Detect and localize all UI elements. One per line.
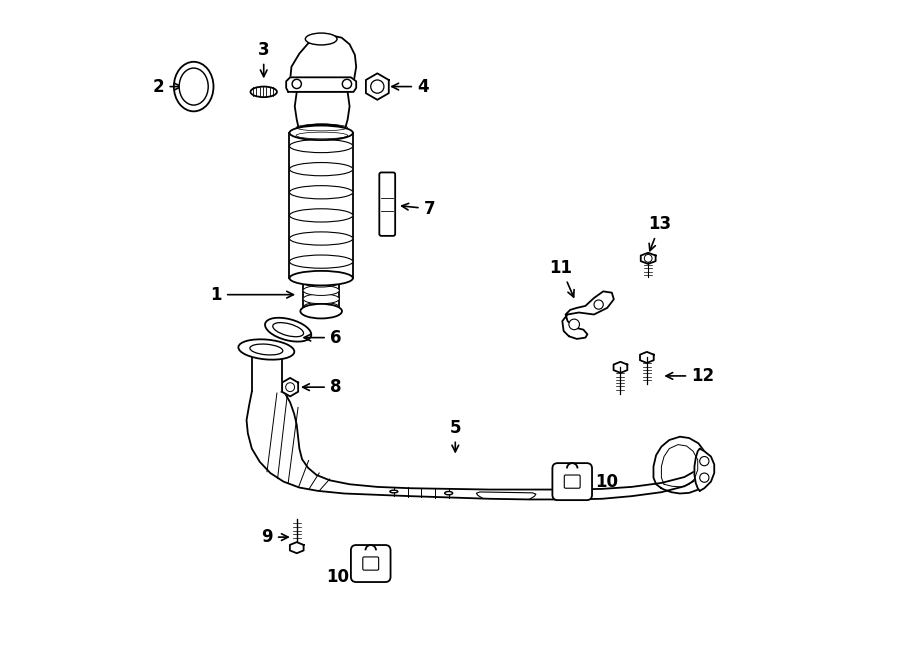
Polygon shape: [614, 362, 627, 373]
Polygon shape: [562, 291, 614, 339]
Circle shape: [699, 473, 709, 483]
Polygon shape: [247, 392, 699, 499]
Polygon shape: [290, 542, 303, 553]
Polygon shape: [252, 352, 282, 392]
Ellipse shape: [290, 126, 353, 140]
Circle shape: [292, 79, 302, 89]
Circle shape: [569, 319, 580, 330]
Text: 6: 6: [304, 328, 341, 347]
Text: 10: 10: [580, 473, 618, 491]
Circle shape: [342, 79, 352, 89]
FancyBboxPatch shape: [564, 475, 580, 489]
Ellipse shape: [250, 344, 283, 355]
Ellipse shape: [273, 322, 303, 337]
Ellipse shape: [290, 185, 353, 199]
Text: 8: 8: [302, 378, 341, 396]
Polygon shape: [290, 133, 353, 278]
Polygon shape: [282, 378, 298, 397]
Ellipse shape: [179, 68, 208, 105]
Ellipse shape: [290, 163, 353, 175]
Polygon shape: [653, 437, 707, 493]
Ellipse shape: [305, 33, 337, 45]
Ellipse shape: [445, 491, 453, 495]
FancyBboxPatch shape: [351, 545, 391, 582]
Text: 4: 4: [392, 77, 428, 95]
Ellipse shape: [265, 318, 311, 342]
Text: 2: 2: [153, 77, 181, 95]
Ellipse shape: [303, 285, 339, 295]
Text: 5: 5: [449, 418, 461, 452]
Circle shape: [285, 383, 294, 392]
Polygon shape: [303, 278, 339, 311]
Circle shape: [371, 80, 384, 93]
Text: 3: 3: [258, 41, 269, 77]
Ellipse shape: [295, 124, 348, 139]
Text: 12: 12: [666, 367, 715, 385]
Polygon shape: [641, 253, 655, 264]
Text: 7: 7: [401, 200, 436, 218]
Text: 13: 13: [649, 215, 671, 251]
Ellipse shape: [290, 232, 353, 245]
Circle shape: [644, 254, 652, 262]
Ellipse shape: [250, 87, 277, 97]
Text: 1: 1: [211, 286, 293, 304]
FancyBboxPatch shape: [363, 557, 379, 570]
Ellipse shape: [301, 304, 342, 318]
Polygon shape: [695, 449, 715, 491]
Polygon shape: [366, 73, 389, 100]
FancyBboxPatch shape: [379, 173, 395, 236]
Polygon shape: [286, 77, 356, 92]
Ellipse shape: [290, 255, 353, 268]
Ellipse shape: [390, 490, 398, 493]
Circle shape: [594, 300, 603, 309]
Text: 9: 9: [261, 528, 288, 546]
Text: 10: 10: [327, 561, 362, 586]
Ellipse shape: [290, 209, 353, 222]
Ellipse shape: [290, 140, 353, 153]
Polygon shape: [640, 352, 653, 363]
Ellipse shape: [303, 303, 339, 312]
Ellipse shape: [290, 271, 353, 285]
Polygon shape: [290, 35, 356, 92]
Text: 11: 11: [550, 259, 574, 297]
FancyBboxPatch shape: [553, 463, 592, 500]
Ellipse shape: [174, 62, 213, 111]
Ellipse shape: [303, 294, 339, 304]
Ellipse shape: [303, 277, 339, 287]
Circle shape: [699, 457, 709, 466]
Ellipse shape: [238, 340, 294, 359]
